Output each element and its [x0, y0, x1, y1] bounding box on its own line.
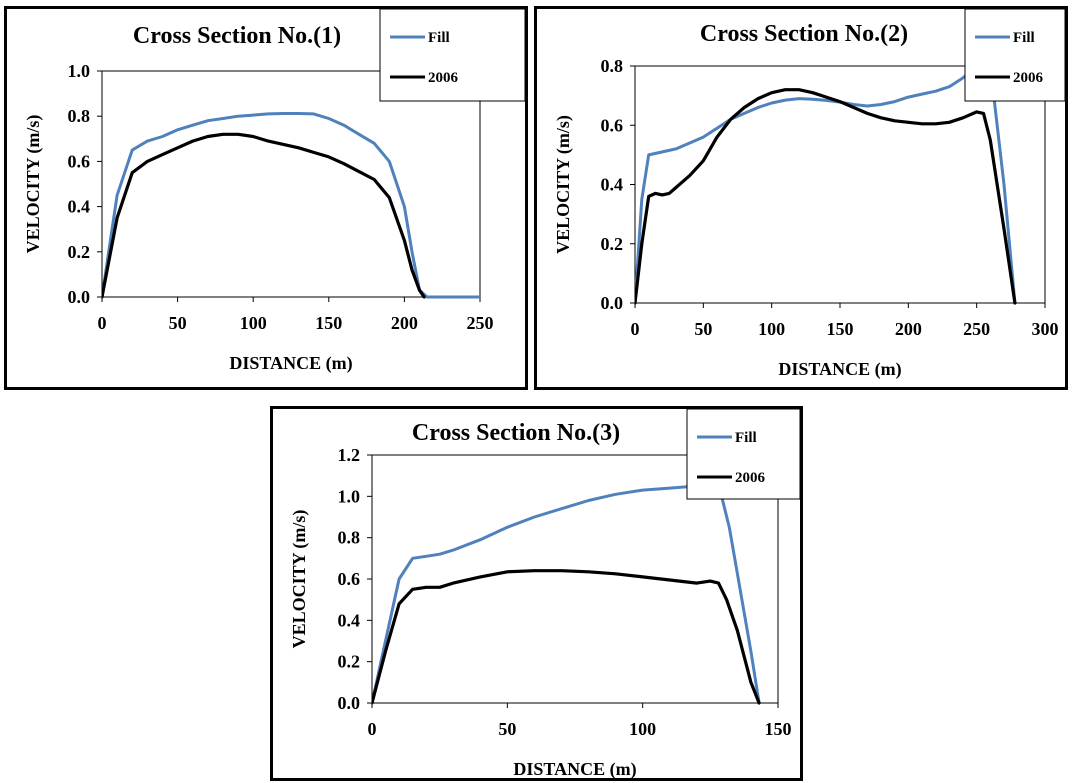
x-tick-label: 300	[1032, 319, 1059, 339]
y-tick-label: 1.0	[338, 486, 361, 506]
legend-box	[379, 9, 525, 102]
plot-area-frame	[101, 70, 481, 298]
legend-label: Fill	[735, 430, 757, 446]
legend-label: Fill	[428, 30, 450, 46]
y-tick-label: 0.0	[338, 693, 361, 713]
chart-svg-3: 0.0 0.2 0.4 0.6 0.8 1.0 1.2 0 50 100 150 DISTANCE (…	[289, 409, 800, 778]
x-axis-label: DISTANCE (m)	[513, 759, 636, 778]
x-tick-label: 50	[694, 319, 712, 339]
legend-box	[686, 409, 800, 500]
y-tick-label: 1.2	[338, 445, 361, 465]
y-tick-label: 0.6	[338, 569, 361, 589]
y-tick-label: 0.0	[601, 293, 624, 313]
chart-panel-cross-section-1: 0.0 0.2 0.4 0.6 0.8 1.0 0 50 100 150 200 250 DISTANC…	[4, 6, 528, 390]
series-line-2006	[372, 569, 761, 705]
x-tick-label: 100	[240, 313, 267, 333]
series-line-2006	[635, 88, 1017, 305]
chart-title: Cross Section No.(3)	[412, 420, 620, 446]
x-tick-label: 150	[765, 719, 792, 739]
y-tick-label: 0.4	[601, 175, 624, 195]
y-tick-label: 0.8	[68, 106, 91, 126]
x-tick-label: 150	[827, 319, 854, 339]
y-tick-label: 0.2	[601, 234, 624, 254]
y-tick-label: 1.0	[68, 61, 91, 81]
x-tick-label: 100	[629, 719, 656, 739]
chart-svg-1: 0.0 0.2 0.4 0.6 0.8 1.0 0 50 100 150 200 250 DISTANC…	[23, 9, 525, 374]
legend-label: 2006	[735, 470, 766, 486]
x-tick-label: 100	[758, 319, 785, 339]
legend-box	[964, 9, 1065, 102]
y-tick-label: 0.6	[601, 115, 624, 135]
series-line-fill	[372, 482, 761, 705]
y-axis-label: VELOCITY (m/s)	[289, 510, 310, 649]
x-tick-label: 0	[98, 313, 107, 333]
series-line-2006	[102, 132, 426, 299]
chart-title: Cross Section No.(2)	[700, 21, 908, 47]
y-tick-label: 0.6	[68, 151, 91, 171]
y-tick-label: 0.2	[68, 242, 91, 262]
y-axis-label: VELOCITY (m/s)	[553, 115, 574, 254]
x-tick-label: 200	[895, 319, 922, 339]
x-tick-label: 150	[315, 313, 342, 333]
x-tick-label: 0	[631, 319, 640, 339]
x-tick-label: 0	[368, 719, 377, 739]
y-tick-label: 0.0	[68, 287, 91, 307]
chart-svg-2: 0.0 0.2 0.4 0.6 0.8 0 50 100 150 200 250 300 DISTANC…	[553, 9, 1065, 380]
x-tick-label: 50	[498, 719, 516, 739]
y-tick-label: 0.8	[601, 56, 624, 76]
x-axis-label: DISTANCE (m)	[778, 359, 901, 380]
y-tick-label: 0.4	[338, 610, 361, 630]
chart-title: Cross Section No.(1)	[133, 23, 341, 49]
x-tick-label: 200	[391, 313, 418, 333]
x-axis-label: DISTANCE (m)	[229, 353, 352, 374]
chart-panel-cross-section-2: 0.0 0.2 0.4 0.6 0.8 0 50 100 150 200 250 300 DISTANC…	[534, 6, 1068, 390]
x-tick-label: 250	[963, 319, 990, 339]
legend-label: 2006	[1013, 70, 1044, 86]
legend-label: 2006	[428, 70, 459, 86]
y-tick-label: 0.8	[338, 528, 361, 548]
legend-label: Fill	[1013, 30, 1035, 46]
series-line-fill	[102, 112, 480, 299]
chart-panel-cross-section-3: 0.0 0.2 0.4 0.6 0.8 1.0 1.2 0 50 100 150 DISTANCE (…	[270, 406, 803, 781]
y-axis-label: VELOCITY (m/s)	[23, 115, 44, 254]
y-tick-label: 0.4	[68, 197, 91, 217]
x-tick-label: 50	[169, 313, 187, 333]
x-tick-label: 250	[467, 313, 494, 333]
series-line-fill	[635, 64, 1017, 305]
y-tick-label: 0.2	[338, 652, 361, 672]
